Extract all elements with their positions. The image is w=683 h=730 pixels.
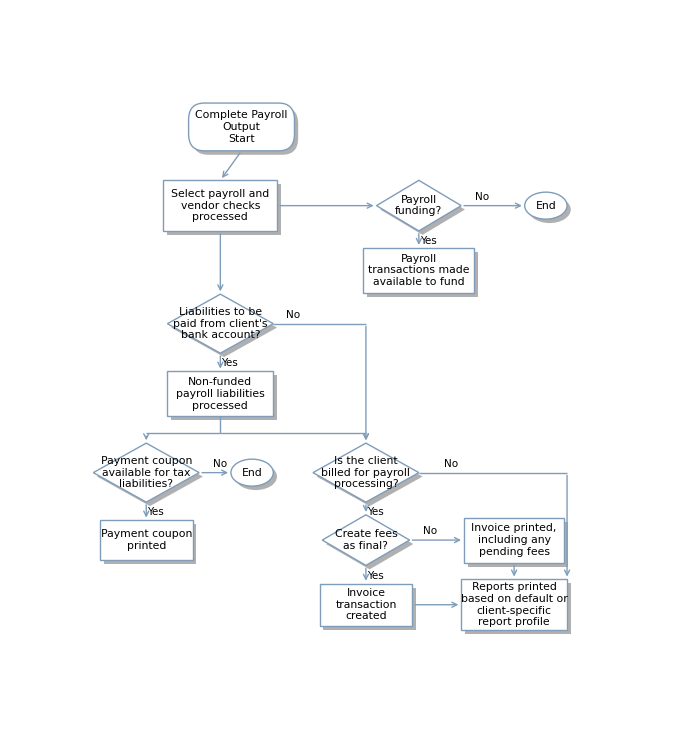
Polygon shape	[97, 447, 203, 506]
Text: Yes: Yes	[148, 507, 164, 518]
Text: Yes: Yes	[367, 507, 384, 518]
Text: Invoice
transaction
created: Invoice transaction created	[335, 588, 397, 621]
Text: No: No	[475, 192, 490, 201]
Text: Yes: Yes	[221, 358, 238, 369]
Polygon shape	[322, 515, 410, 565]
FancyBboxPatch shape	[465, 583, 571, 634]
Text: Invoice printed,
including any
pending fees: Invoice printed, including any pending f…	[471, 523, 557, 557]
Polygon shape	[317, 447, 423, 506]
Text: Complete Payroll
Output
Start: Complete Payroll Output Start	[195, 110, 288, 144]
Ellipse shape	[235, 463, 277, 490]
Polygon shape	[313, 443, 419, 502]
FancyBboxPatch shape	[468, 521, 568, 566]
Ellipse shape	[525, 192, 567, 219]
FancyBboxPatch shape	[167, 372, 273, 416]
Text: Liabilities to be
paid from client's
bank account?: Liabilities to be paid from client's ban…	[173, 307, 268, 340]
FancyBboxPatch shape	[367, 252, 478, 296]
Text: No: No	[443, 458, 458, 469]
Text: Payroll
funding?: Payroll funding?	[395, 195, 443, 216]
FancyBboxPatch shape	[100, 520, 193, 560]
FancyBboxPatch shape	[461, 580, 567, 630]
Text: Is the client
billed for payroll
processing?: Is the client billed for payroll process…	[322, 456, 410, 489]
Text: Payment coupon
available for tax
liabilities?: Payment coupon available for tax liabili…	[100, 456, 192, 489]
Text: End: End	[242, 468, 262, 477]
Polygon shape	[376, 180, 461, 231]
Text: No: No	[423, 526, 436, 536]
FancyBboxPatch shape	[171, 375, 277, 420]
Text: Payment coupon
printed: Payment coupon printed	[100, 529, 192, 551]
Ellipse shape	[529, 196, 571, 223]
Text: Payroll
transactions made
available to fund: Payroll transactions made available to f…	[368, 254, 470, 287]
Text: Non-funded
payroll liabilities
processed: Non-funded payroll liabilities processed	[176, 377, 265, 410]
FancyBboxPatch shape	[189, 103, 294, 151]
FancyBboxPatch shape	[323, 588, 416, 630]
Polygon shape	[167, 294, 273, 353]
Text: End: End	[535, 201, 556, 211]
Text: No: No	[213, 458, 227, 469]
FancyBboxPatch shape	[464, 518, 564, 563]
FancyBboxPatch shape	[104, 524, 196, 564]
Polygon shape	[94, 443, 199, 502]
FancyBboxPatch shape	[163, 180, 277, 231]
FancyBboxPatch shape	[167, 184, 281, 235]
Polygon shape	[171, 298, 277, 357]
Text: Select payroll and
vendor checks
processed: Select payroll and vendor checks process…	[171, 189, 270, 222]
Text: No: No	[286, 310, 301, 320]
Polygon shape	[380, 184, 465, 235]
FancyBboxPatch shape	[193, 107, 298, 155]
Ellipse shape	[231, 459, 273, 486]
Text: Yes: Yes	[420, 236, 436, 246]
Text: Yes: Yes	[367, 571, 384, 580]
Polygon shape	[326, 519, 413, 569]
Text: Reports printed
based on default or
client-specific
report profile: Reports printed based on default or clie…	[461, 583, 568, 627]
FancyBboxPatch shape	[320, 584, 413, 626]
FancyBboxPatch shape	[363, 247, 475, 293]
Text: Create fees
as final?: Create fees as final?	[335, 529, 398, 551]
